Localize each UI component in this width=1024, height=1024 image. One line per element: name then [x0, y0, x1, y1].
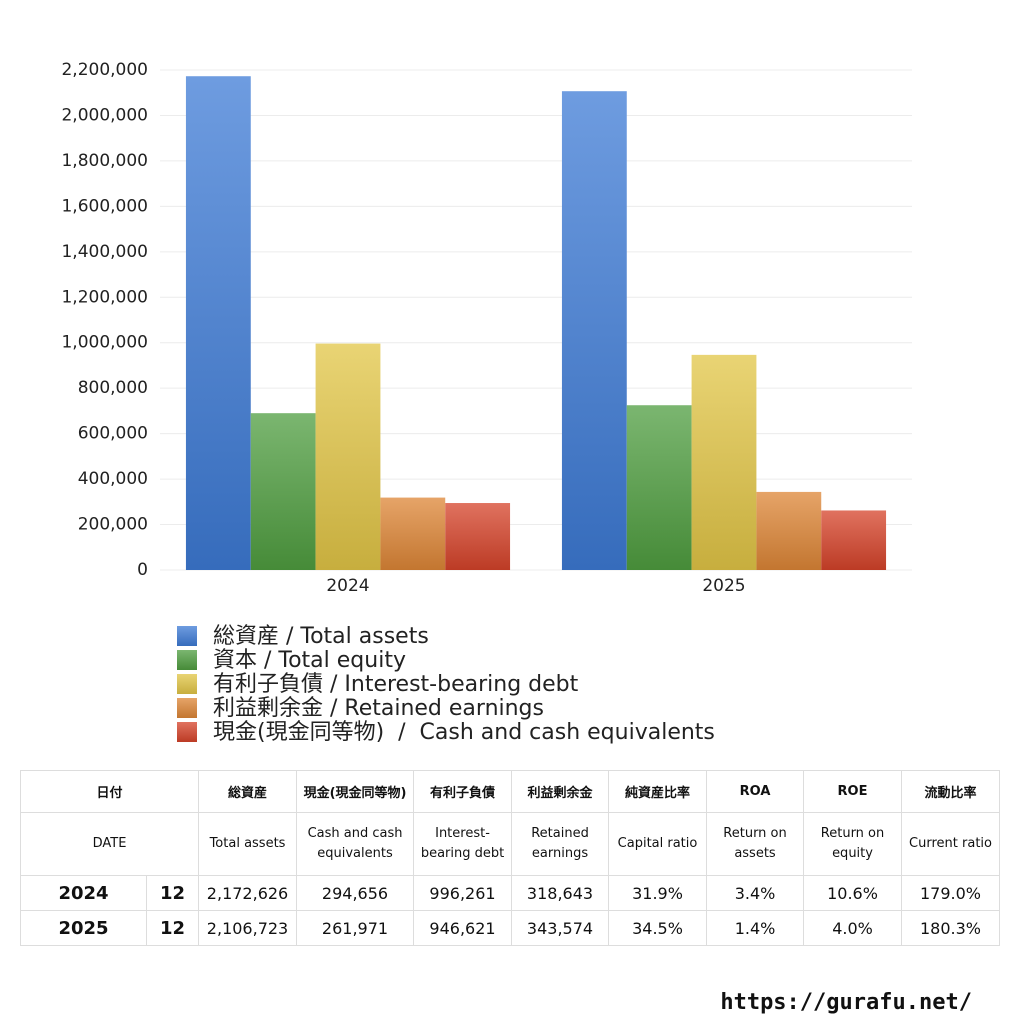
table-cell: 946,621 [413, 910, 513, 946]
table-row: 日付 総資産 現金(現金同等物) 有利子負債 利益剰余金 純資産比率 ROA ROE 流動比率 [19, 770, 1001, 813]
table-cell: Return on equity [803, 812, 903, 876]
table-cell: 1.4% [706, 910, 805, 946]
table-cell: 261,971 [296, 910, 415, 946]
table-cell: 31.9% [608, 875, 708, 911]
table-cell: 流動比率 [901, 770, 1001, 813]
y-tick-label: 0 [137, 560, 148, 580]
table-cell: 純資産比率 [608, 770, 708, 813]
table-cell: 318,643 [511, 875, 610, 911]
table-cell: 179.0% [901, 875, 1001, 911]
x-tick-label: 2025 [702, 576, 745, 596]
table-cell: DATE [19, 812, 200, 876]
legend-label: 総資産 / Total assets [213, 624, 429, 649]
table-cell: Retained earnings [511, 812, 610, 876]
table-cell: 現金(現金同等物) [296, 770, 415, 813]
table-cell: 12 [145, 875, 200, 911]
table-cell: Return on assets [706, 812, 805, 876]
table-cell: 996,261 [413, 875, 513, 911]
footer-url: https://gurafu.net/ [720, 990, 972, 1015]
legend-label: 利益剰余金 / Retained earnings [213, 696, 544, 721]
legend-swatch [177, 722, 197, 742]
table-cell: 180.3% [901, 910, 1001, 946]
legend-swatch [177, 650, 197, 670]
table-cell: Total assets [198, 812, 298, 876]
bar [380, 497, 446, 570]
table-cell: 10.6% [803, 875, 903, 911]
y-tick-label: 2,200,000 [61, 60, 148, 80]
table-cell: Cash and cash equivalents [296, 812, 415, 876]
table-cell: 2024 [20, 875, 147, 911]
y-tick-label: 1,400,000 [61, 242, 148, 262]
y-tick-label: 1,800,000 [61, 151, 148, 171]
y-tick-label: 200,000 [78, 515, 148, 535]
table-cell: Interest-bearing debt [413, 812, 513, 876]
bar [185, 76, 251, 570]
data-table: 日付 総資産 現金(現金同等物) 有利子負債 利益剰余金 純資産比率 ROA ROE 流動比率 D… [19, 770, 1001, 946]
y-tick-label: 1,200,000 [61, 287, 148, 307]
table-cell: 12 [145, 910, 200, 946]
table-cell: 34.5% [608, 910, 708, 946]
bar [691, 354, 757, 570]
y-tick-label: 1,000,000 [61, 333, 148, 353]
table-cell: 日付 [19, 770, 200, 813]
bar [315, 343, 381, 570]
y-tick-label: 400,000 [78, 469, 148, 489]
table-cell: ROE [803, 770, 903, 813]
bar [756, 491, 822, 570]
chart: 0 200,000 400,000 600,000 800,000 1,000,000 1,… [61, 60, 912, 745]
y-tick-label: 2,000,000 [61, 105, 148, 125]
table-cell: 2025 [20, 910, 147, 946]
bar [626, 405, 692, 570]
y-tick-label: 800,000 [78, 378, 148, 398]
table-cell: 2,172,626 [198, 875, 298, 911]
bar [445, 503, 511, 570]
table-row: 2024 12 2,172,626 294,656 996,261 318,643 31.9… [20, 875, 1001, 911]
table-cell: 4.0% [803, 910, 903, 946]
legend-label: 有利子負債 / Interest-bearing debt [213, 672, 579, 697]
table-cell: 3.4% [706, 875, 805, 911]
y-tick-label: 1,600,000 [61, 196, 148, 216]
table-cell: 総資産 [198, 770, 298, 813]
table-cell: 有利子負債 [413, 770, 513, 813]
table-row: DATE Total assets Cash and cash equivalent… [19, 812, 1001, 876]
y-tick-label: 600,000 [78, 424, 148, 444]
bar [821, 510, 887, 570]
legend-swatch [177, 674, 197, 694]
table-cell: Current ratio [901, 812, 1001, 876]
table-cell: 294,656 [296, 875, 415, 911]
table-cell: 利益剰余金 [511, 770, 610, 813]
legend-label: 現金(現金同等物) / Cash and cash equivalents [213, 720, 715, 745]
table-cell: 343,574 [511, 910, 610, 946]
legend-swatch [177, 626, 197, 646]
legend-label: 資本 / Total equity [213, 648, 406, 673]
table-row: 2025 12 2,106,723 261,971 946,621 343,574 34.5… [20, 910, 1001, 946]
bar [561, 91, 627, 571]
table-cell: Capital ratio [608, 812, 708, 876]
table-cell: ROA [706, 770, 805, 813]
legend-swatch [177, 698, 197, 718]
table-cell: 2,106,723 [198, 910, 298, 946]
bar [250, 413, 316, 570]
x-tick-label: 2024 [326, 576, 369, 596]
